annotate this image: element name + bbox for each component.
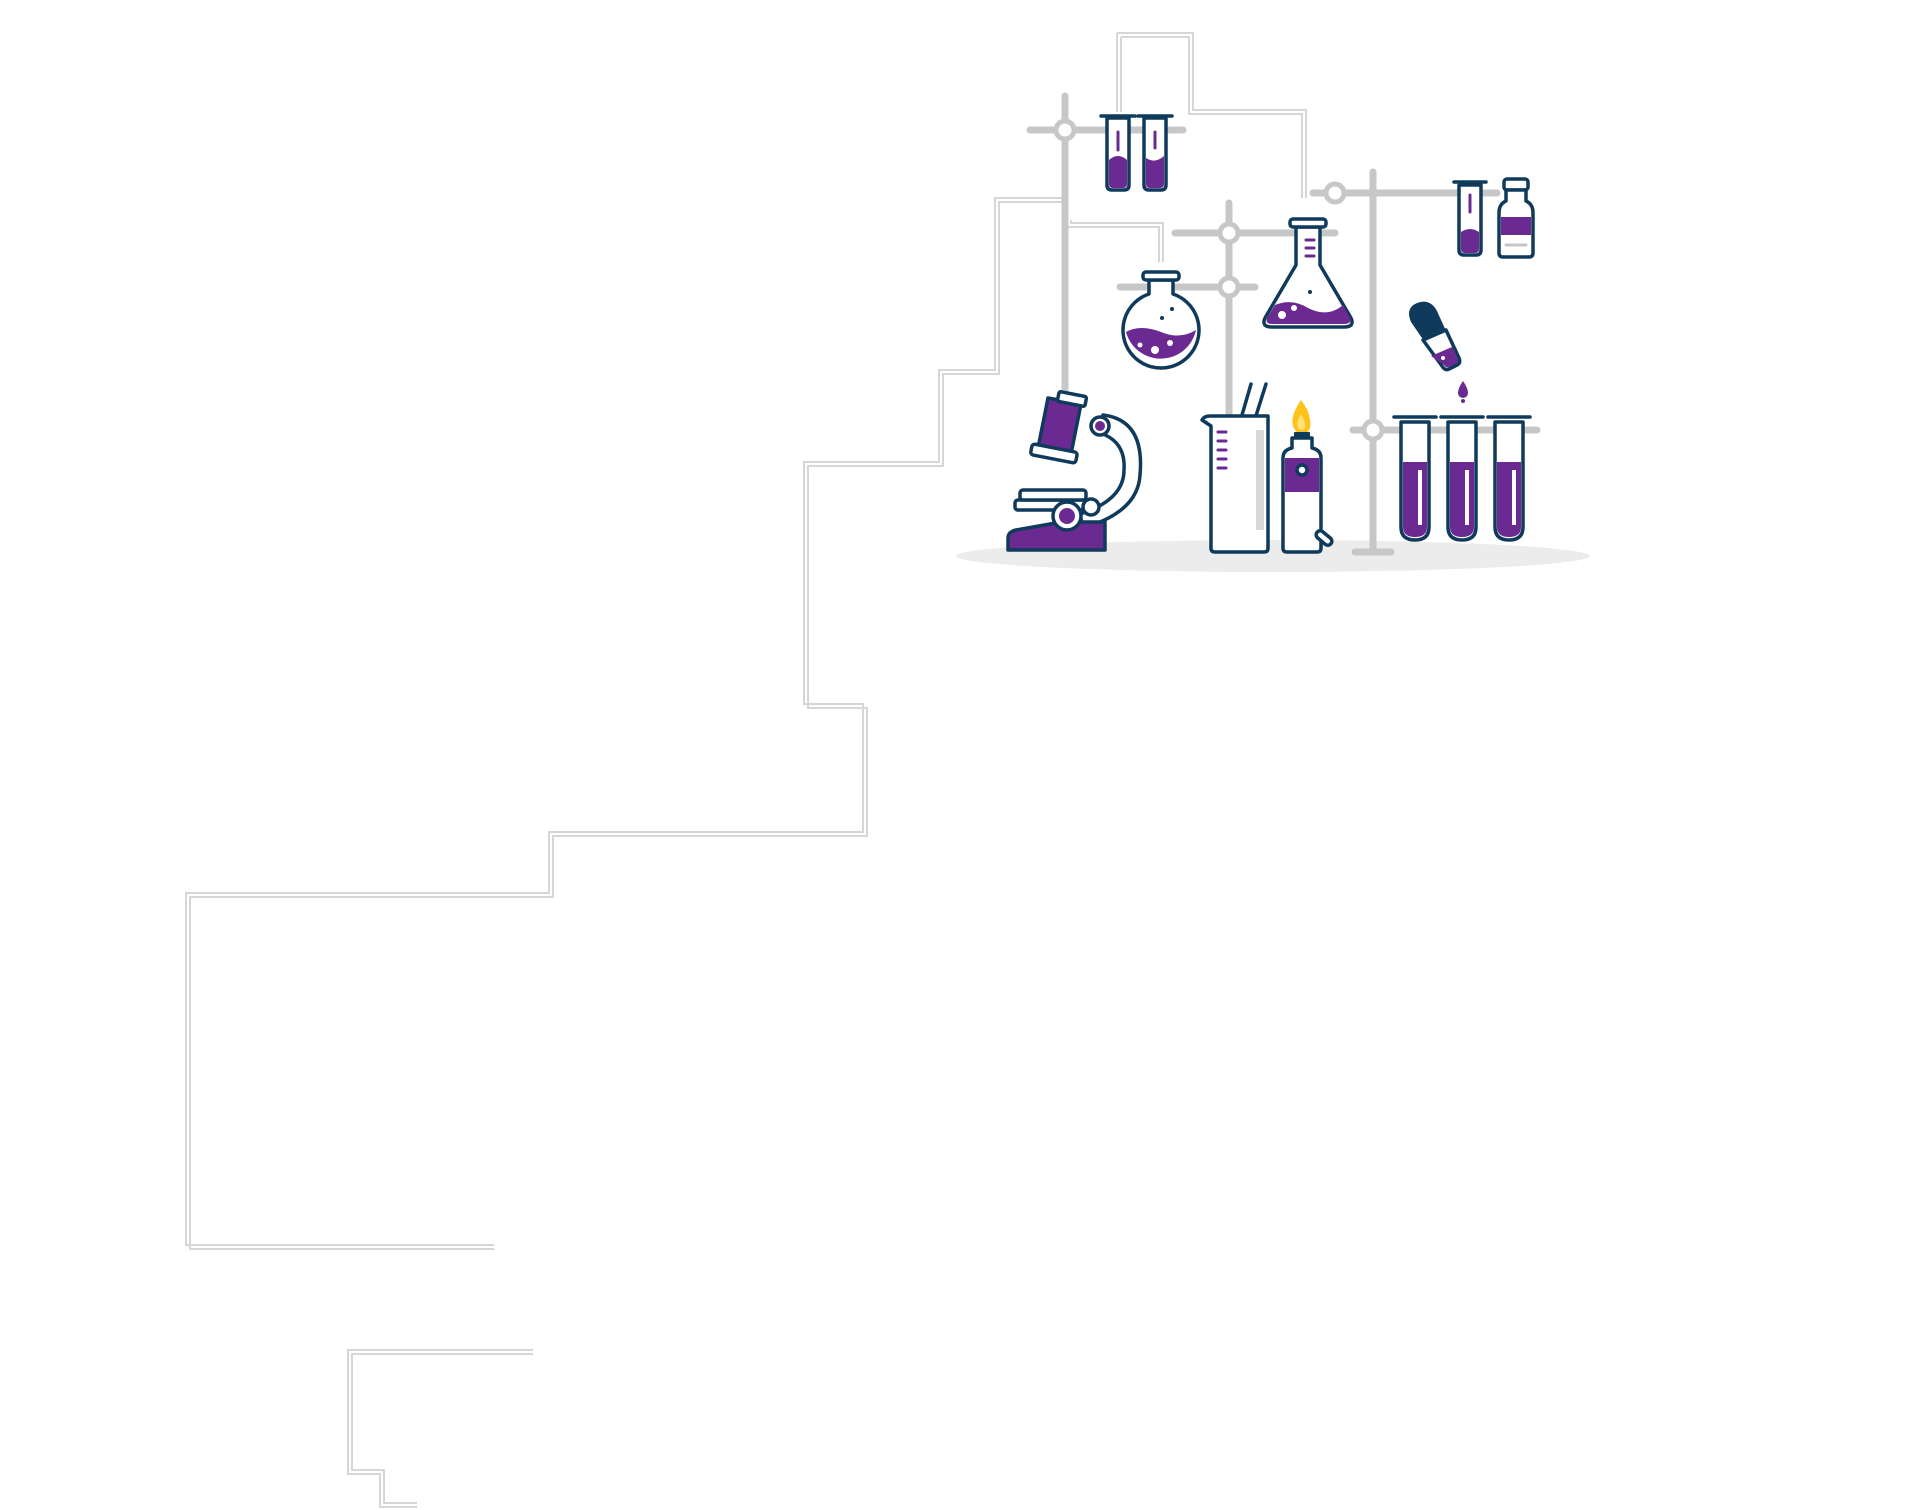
vial-icon [1497, 177, 1535, 259]
erlenmeyer-flask-icon [1262, 217, 1354, 329]
floor-shadow [956, 540, 1590, 572]
dropper-icon [1409, 301, 1468, 403]
test-tube-rack-icon [1349, 415, 1541, 542]
microscope-icon [1006, 390, 1143, 552]
test-tube-icon [1136, 114, 1174, 192]
round-bottom-flask-icon [1121, 270, 1201, 370]
burner-icon [1281, 400, 1334, 554]
test-tube-icon [1486, 415, 1532, 542]
test-tube-icon [1099, 114, 1137, 192]
test-tube-icon [1392, 415, 1438, 542]
beaker-icon [1200, 382, 1270, 554]
test-tube-icon [1452, 180, 1488, 257]
background-pipe-lines [185, 32, 1307, 1508]
test-tube-icon [1439, 415, 1485, 542]
